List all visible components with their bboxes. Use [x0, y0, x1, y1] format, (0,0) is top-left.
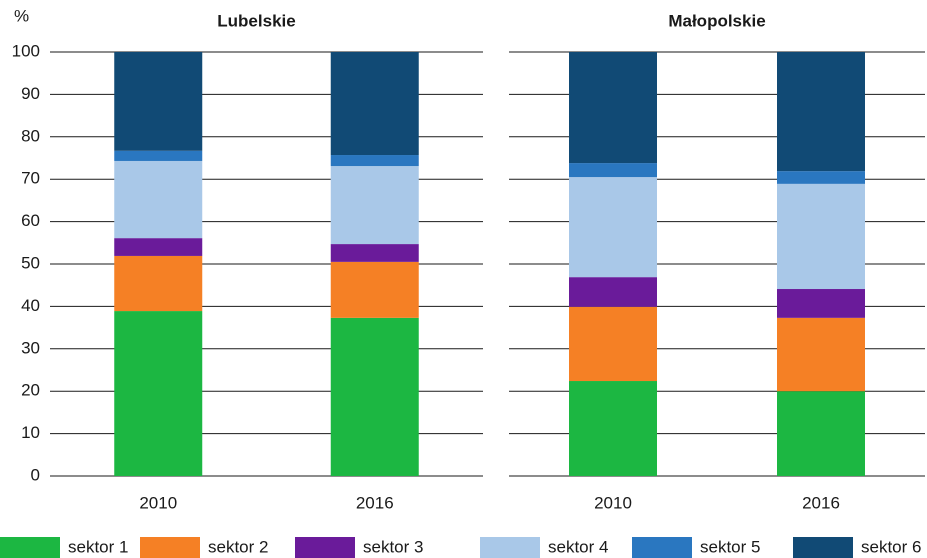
legend-label: sektor 1 — [68, 537, 128, 556]
y-axis-label: % — [14, 6, 29, 25]
bar-segment — [569, 277, 657, 307]
bar-segment — [114, 150, 203, 161]
bar-segment — [330, 244, 419, 262]
bar-segment — [569, 177, 657, 278]
y-tick-label: 10 — [21, 423, 40, 442]
legend-swatch — [480, 537, 540, 558]
bar-segment — [569, 306, 657, 382]
bar-segment — [330, 52, 419, 156]
y-tick-label: 100 — [12, 41, 40, 60]
y-tick-label: 20 — [21, 381, 40, 400]
bar-segment — [114, 160, 203, 239]
bar-segment — [777, 289, 865, 318]
bar-segment — [777, 391, 865, 476]
legend-label: sektor 4 — [548, 537, 608, 556]
bar-segment — [114, 52, 203, 151]
bar-segment — [777, 183, 865, 290]
y-tick-label: 0 — [31, 465, 40, 484]
bar-segment — [114, 238, 203, 256]
y-tick-label: 40 — [21, 296, 40, 315]
bar-segment — [777, 317, 865, 392]
bar-segment — [114, 255, 203, 312]
bar-segment — [330, 155, 419, 167]
legend-swatch — [295, 537, 355, 558]
bar-segment — [777, 171, 865, 184]
y-tick-label: 60 — [21, 211, 40, 230]
x-tick-label: 2010 — [139, 493, 177, 512]
legend-label: sektor 5 — [700, 537, 760, 556]
bar-segment — [330, 317, 419, 476]
bar-segment — [569, 163, 657, 178]
legend-label: sektor 2 — [208, 537, 268, 556]
y-tick-label: 70 — [21, 169, 40, 188]
bar-segment — [569, 381, 657, 476]
bar-segment — [330, 166, 419, 245]
x-tick-label: 2016 — [356, 493, 394, 512]
legend-swatch — [140, 537, 200, 558]
bar-segment — [569, 52, 657, 164]
bar-segment — [114, 311, 203, 476]
legend-swatch — [632, 537, 692, 558]
panel-title: Małopolskie — [668, 11, 765, 30]
legend-swatch — [793, 537, 853, 558]
x-tick-label: 2010 — [594, 493, 632, 512]
legend-label: sektor 6 — [861, 537, 921, 556]
bar-segment — [777, 52, 865, 172]
legend-swatch — [0, 537, 60, 558]
bar-segment — [330, 261, 419, 318]
legend-label: sektor 3 — [363, 537, 423, 556]
y-tick-label: 80 — [21, 126, 40, 145]
y-tick-label: 50 — [21, 253, 40, 272]
x-tick-label: 2016 — [802, 493, 840, 512]
panel-title: Lubelskie — [217, 11, 295, 30]
y-tick-label: 30 — [21, 338, 40, 357]
y-tick-label: 90 — [21, 84, 40, 103]
